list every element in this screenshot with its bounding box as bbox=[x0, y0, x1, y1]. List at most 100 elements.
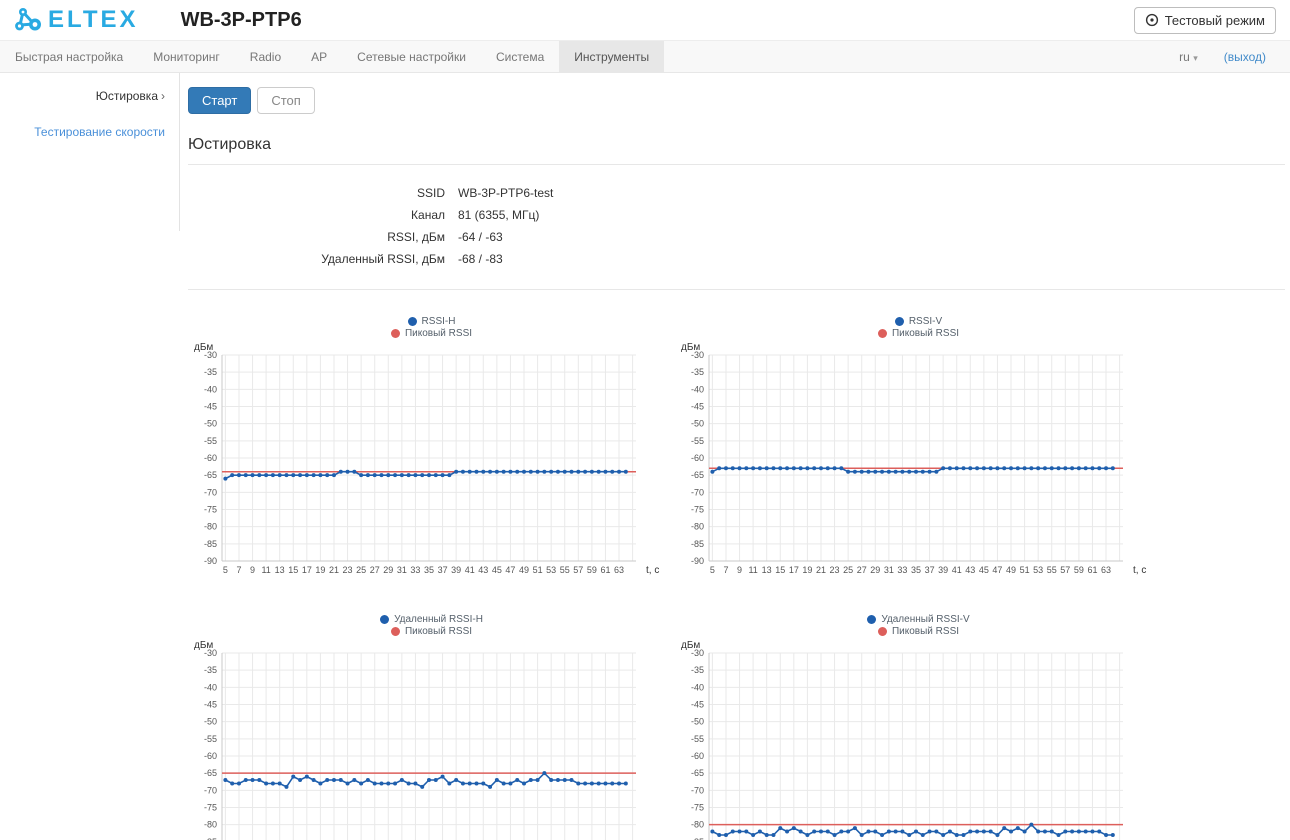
svg-text:57: 57 bbox=[1060, 565, 1070, 575]
svg-text:53: 53 bbox=[1033, 565, 1043, 575]
eltex-logo[interactable]: ELTEX bbox=[14, 6, 139, 34]
chart-legend: Удаленный RSSI-H Пиковый RSSI bbox=[188, 614, 675, 637]
svg-text:45: 45 bbox=[492, 565, 502, 575]
chart-plot: -30-35-40-45-50-55-60-65-70-75-80-85-905… bbox=[194, 342, 659, 576]
svg-text:29: 29 bbox=[870, 565, 880, 575]
svg-text:-60: -60 bbox=[204, 751, 217, 761]
nav-tab-сетевые-настройки[interactable]: Сетевые настройки bbox=[357, 50, 466, 64]
svg-text:-35: -35 bbox=[204, 665, 217, 675]
legend-label: Удаленный RSSI-V bbox=[881, 614, 970, 625]
svg-text:-30: -30 bbox=[204, 648, 217, 658]
svg-text:55: 55 bbox=[560, 565, 570, 575]
main-content: Старт Стоп Юстировка SSID WB-3P-PTP6-test… bbox=[180, 73, 1290, 840]
legend-entry: Пиковый RSSI bbox=[877, 328, 960, 339]
info-label: Удаленный RSSI, дБм bbox=[321, 252, 445, 266]
svg-text:49: 49 bbox=[1006, 565, 1016, 575]
svg-text:-40: -40 bbox=[691, 384, 704, 394]
svg-text:27: 27 bbox=[370, 565, 380, 575]
chevron-right-icon: › bbox=[161, 89, 165, 103]
svg-text:21: 21 bbox=[329, 565, 339, 575]
legend-entry: Удаленный RSSI-H bbox=[380, 614, 483, 625]
svg-text:-55: -55 bbox=[204, 436, 217, 446]
legend-dot-icon bbox=[407, 317, 417, 326]
info-row: SSID WB-3P-PTP6-test bbox=[188, 185, 1285, 201]
svg-text:13: 13 bbox=[762, 565, 772, 575]
start-button[interactable]: Старт bbox=[188, 87, 252, 114]
legend-label: Пиковый RSSI bbox=[404, 328, 473, 339]
nav-tab-инструменты[interactable]: Инструменты bbox=[559, 41, 665, 72]
svg-text:57: 57 bbox=[573, 565, 583, 575]
chart-legend: Удаленный RSSI-V Пиковый RSSI bbox=[675, 614, 1162, 637]
svg-text:-65: -65 bbox=[691, 768, 704, 778]
chart-plot: -30-35-40-45-50-55-60-65-70-75-80-85-905… bbox=[194, 640, 636, 840]
svg-text:-40: -40 bbox=[204, 682, 217, 692]
nav-tab-ap[interactable]: AP bbox=[311, 50, 328, 64]
svg-text:-50: -50 bbox=[691, 419, 704, 429]
svg-text:-75: -75 bbox=[691, 505, 704, 515]
svg-text:47: 47 bbox=[992, 565, 1002, 575]
svg-text:11: 11 bbox=[261, 565, 270, 575]
svg-text:-85: -85 bbox=[691, 837, 704, 840]
nav-tab-система[interactable]: Система bbox=[495, 50, 545, 64]
svg-text:29: 29 bbox=[383, 565, 393, 575]
legend-entry: Удаленный RSSI-V bbox=[867, 614, 970, 625]
nav-tabs: Быстрая настройка Мониторинг Radio AP Сетевы… bbox=[0, 41, 665, 72]
svg-text:59: 59 bbox=[1074, 565, 1084, 575]
legend-label: Пиковый RSSI bbox=[404, 626, 473, 637]
svg-text:35: 35 bbox=[911, 565, 921, 575]
svg-text:-30: -30 bbox=[691, 648, 704, 658]
section-title: Юстировка bbox=[188, 136, 1285, 165]
legend-label: Пиковый RSSI bbox=[891, 328, 960, 339]
svg-text:-85: -85 bbox=[204, 539, 217, 549]
svg-text:-50: -50 bbox=[204, 419, 217, 429]
svg-text:-60: -60 bbox=[204, 453, 217, 463]
nav-tab-radio[interactable]: Radio bbox=[249, 50, 282, 64]
sidebar-item-тестирование-скорости[interactable]: Тестирование скорости bbox=[34, 125, 165, 139]
svg-text:23: 23 bbox=[830, 565, 840, 575]
svg-text:37: 37 bbox=[438, 565, 448, 575]
svg-text:19: 19 bbox=[802, 565, 812, 575]
svg-text:11: 11 bbox=[748, 565, 757, 575]
nav-tab-мониторинг[interactable]: Мониторинг bbox=[153, 50, 220, 64]
svg-text:t, c: t, c bbox=[646, 565, 659, 576]
svg-text:31: 31 bbox=[397, 565, 407, 575]
svg-text:-65: -65 bbox=[204, 768, 217, 778]
sidebar: Юстировка › Тестирование скорости bbox=[0, 73, 180, 840]
svg-text:5: 5 bbox=[223, 565, 228, 575]
svg-text:t, c: t, c bbox=[1133, 565, 1146, 576]
legend-label: Удаленный RSSI-H bbox=[394, 614, 483, 625]
svg-text:-80: -80 bbox=[204, 522, 217, 532]
svg-text:-70: -70 bbox=[691, 785, 704, 795]
nav-tab-быстрая-настройка[interactable]: Быстрая настройка bbox=[15, 50, 124, 64]
svg-text:17: 17 bbox=[302, 565, 312, 575]
svg-text:47: 47 bbox=[505, 565, 515, 575]
logo-text: ELTEX bbox=[48, 6, 139, 33]
svg-text:-90: -90 bbox=[204, 556, 217, 566]
svg-text:-70: -70 bbox=[204, 487, 217, 497]
svg-text:15: 15 bbox=[775, 565, 785, 575]
svg-text:-80: -80 bbox=[204, 820, 217, 830]
svg-text:-45: -45 bbox=[691, 700, 704, 710]
app-header: ELTEX WB-3P-PTP6 Тестовый режим bbox=[0, 0, 1290, 40]
svg-text:7: 7 bbox=[236, 565, 241, 575]
sidebar-item-юстировка[interactable]: Юстировка › bbox=[95, 89, 165, 103]
alignment-info: SSID WB-3P-PTP6-test Канал 81 (6355, МГц) RS… bbox=[188, 165, 1285, 290]
legend-entry: Пиковый RSSI bbox=[877, 626, 959, 637]
svg-text:-65: -65 bbox=[691, 470, 704, 480]
svg-text:-40: -40 bbox=[204, 384, 217, 394]
svg-text:-55: -55 bbox=[204, 734, 217, 744]
language-dropdown[interactable]: ru ▾ bbox=[1179, 50, 1198, 64]
info-label: Канал bbox=[411, 208, 445, 222]
eltex-logo-icon bbox=[15, 8, 41, 31]
logout-link[interactable]: (выход) bbox=[1223, 49, 1266, 64]
svg-text:19: 19 bbox=[315, 565, 325, 575]
legend-dot-icon bbox=[390, 627, 400, 636]
svg-text:-50: -50 bbox=[691, 717, 704, 727]
clock-icon bbox=[1145, 13, 1158, 27]
chart-plot: -30-35-40-45-50-55-60-65-70-75-80-85-905… bbox=[681, 342, 1146, 576]
svg-text:25: 25 bbox=[356, 565, 366, 575]
test-mode-button[interactable]: Тестовый режим bbox=[1133, 6, 1276, 34]
legend-label: RSSI-V bbox=[908, 316, 943, 327]
chart-удаленный-rssi-v: Удаленный RSSI-V Пиковый RSSI -30 -35 -40 -45… bbox=[675, 614, 1162, 840]
stop-button[interactable]: Стоп bbox=[257, 87, 315, 114]
